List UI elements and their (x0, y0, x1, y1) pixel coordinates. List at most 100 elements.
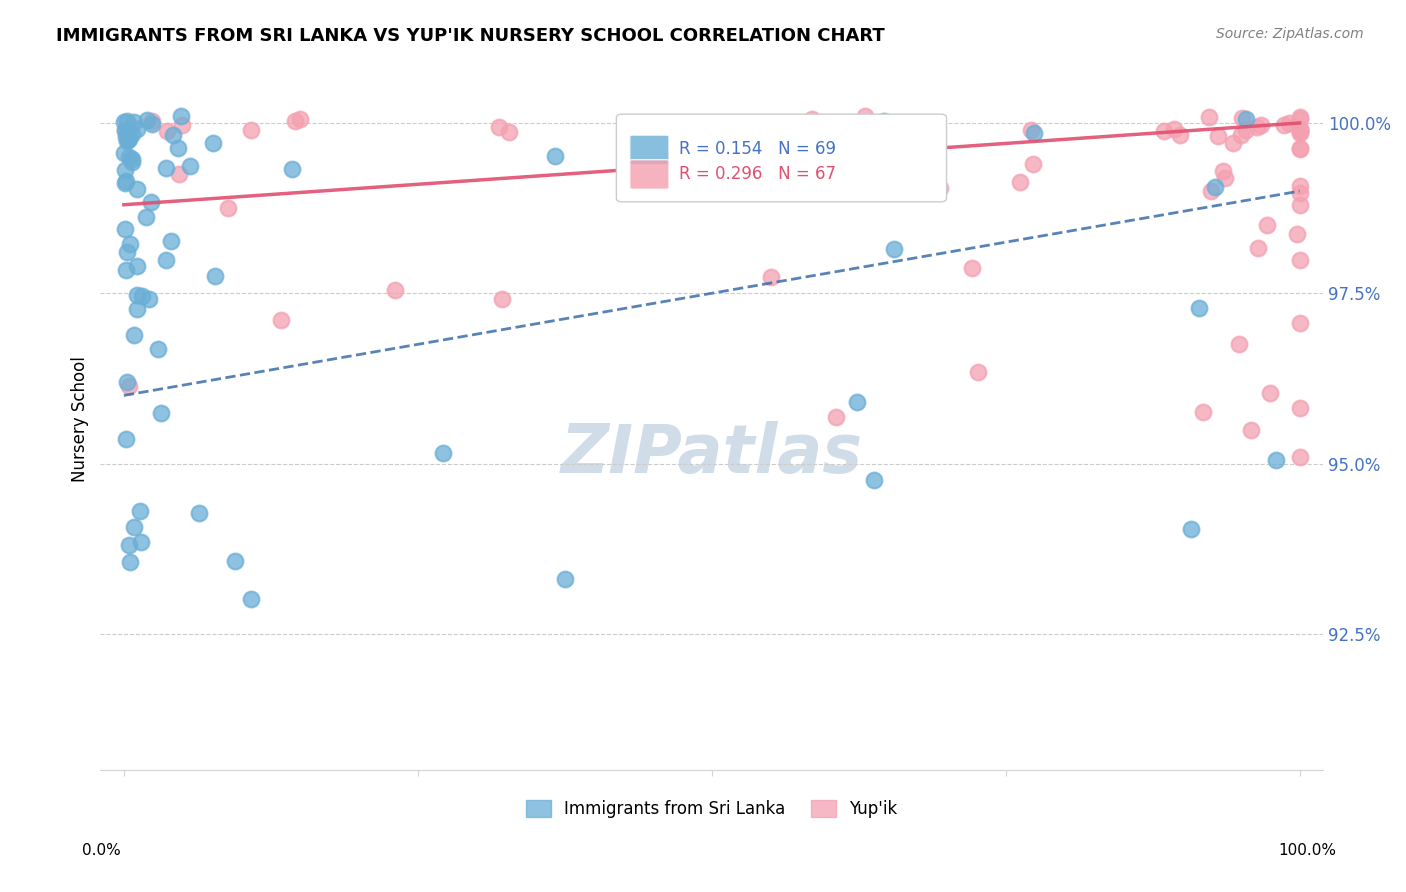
Point (122, 520, 145, 534)
Point (117, 131, 139, 145)
Point (1222, 136, 1244, 150)
Point (1198, 110, 1220, 124)
Point (115, 432, 138, 446)
Point (121, 128, 143, 142)
Point (882, 178, 904, 193)
Text: IMMIGRANTS FROM SRI LANKA VS YUP'IK NURSERY SCHOOL CORRELATION CHART: IMMIGRANTS FROM SRI LANKA VS YUP'IK NURS… (56, 27, 884, 45)
Point (1201, 184, 1223, 198)
FancyBboxPatch shape (630, 160, 669, 189)
Legend: Immigrants from Sri Lanka, Yup'ik: Immigrants from Sri Lanka, Yup'ik (519, 793, 904, 825)
Point (1288, 198, 1310, 212)
Point (1180, 522, 1202, 536)
Point (136, 112, 159, 127)
Point (1022, 126, 1045, 140)
FancyBboxPatch shape (616, 114, 946, 202)
Point (114, 129, 136, 144)
Point (1288, 122, 1310, 136)
Point (862, 473, 884, 487)
Point (112, 115, 135, 129)
Text: Source: ZipAtlas.com: Source: ZipAtlas.com (1216, 27, 1364, 41)
Point (1277, 116, 1299, 130)
Point (201, 136, 224, 150)
Point (115, 114, 138, 128)
Point (1265, 453, 1288, 467)
Text: ZIPatlas: ZIPatlas (561, 421, 863, 487)
Point (966, 365, 988, 379)
Point (1288, 252, 1310, 267)
Point (288, 112, 311, 127)
Point (120, 555, 142, 569)
Point (114, 163, 136, 178)
Point (129, 504, 152, 518)
Point (1008, 175, 1031, 189)
Point (1230, 111, 1253, 125)
Point (1234, 112, 1257, 126)
Point (239, 123, 262, 137)
Point (114, 124, 136, 138)
Point (491, 292, 513, 306)
Point (188, 506, 211, 520)
Point (1258, 386, 1281, 401)
Point (120, 237, 142, 252)
Point (114, 176, 136, 190)
Point (1188, 301, 1211, 316)
Point (1247, 242, 1270, 256)
Point (883, 242, 905, 256)
Point (155, 252, 177, 267)
Point (1250, 118, 1272, 132)
Point (170, 119, 193, 133)
Point (141, 114, 163, 128)
Point (122, 327, 145, 342)
Point (124, 114, 146, 128)
Point (115, 173, 138, 187)
Point (162, 128, 184, 143)
Point (112, 145, 135, 160)
Point (1288, 112, 1310, 127)
Point (138, 292, 160, 306)
Point (1288, 179, 1310, 194)
Point (127, 301, 149, 316)
Point (146, 342, 169, 356)
Point (240, 591, 263, 606)
Point (1288, 316, 1310, 330)
Point (118, 132, 141, 146)
Point (928, 180, 950, 194)
Text: R = 0.154   N = 69: R = 0.154 N = 69 (679, 140, 835, 158)
Point (1204, 180, 1226, 194)
Point (1288, 110, 1310, 124)
Point (801, 112, 824, 126)
Point (384, 284, 406, 298)
Point (179, 159, 201, 173)
Point (141, 117, 163, 131)
Point (115, 128, 138, 142)
Point (167, 167, 190, 181)
Point (283, 114, 305, 128)
Point (131, 289, 153, 303)
Point (1288, 401, 1310, 415)
Point (1240, 424, 1263, 438)
Point (118, 124, 141, 138)
Point (554, 572, 576, 586)
Point (1229, 128, 1251, 143)
Point (1163, 121, 1185, 136)
Point (1227, 337, 1250, 351)
Point (115, 375, 138, 389)
Point (121, 155, 143, 169)
Point (125, 260, 148, 274)
Point (129, 535, 152, 549)
Point (139, 194, 162, 209)
Point (118, 538, 141, 552)
Point (115, 135, 138, 149)
Point (1288, 141, 1310, 155)
Point (1246, 120, 1268, 134)
FancyBboxPatch shape (630, 136, 669, 165)
Point (1286, 227, 1309, 241)
Point (1206, 128, 1229, 143)
Point (1288, 122, 1310, 136)
Point (1288, 126, 1310, 140)
Text: 0.0%: 0.0% (82, 843, 121, 858)
Point (155, 161, 177, 176)
Point (498, 125, 520, 139)
Point (1213, 170, 1236, 185)
Point (1234, 123, 1257, 137)
